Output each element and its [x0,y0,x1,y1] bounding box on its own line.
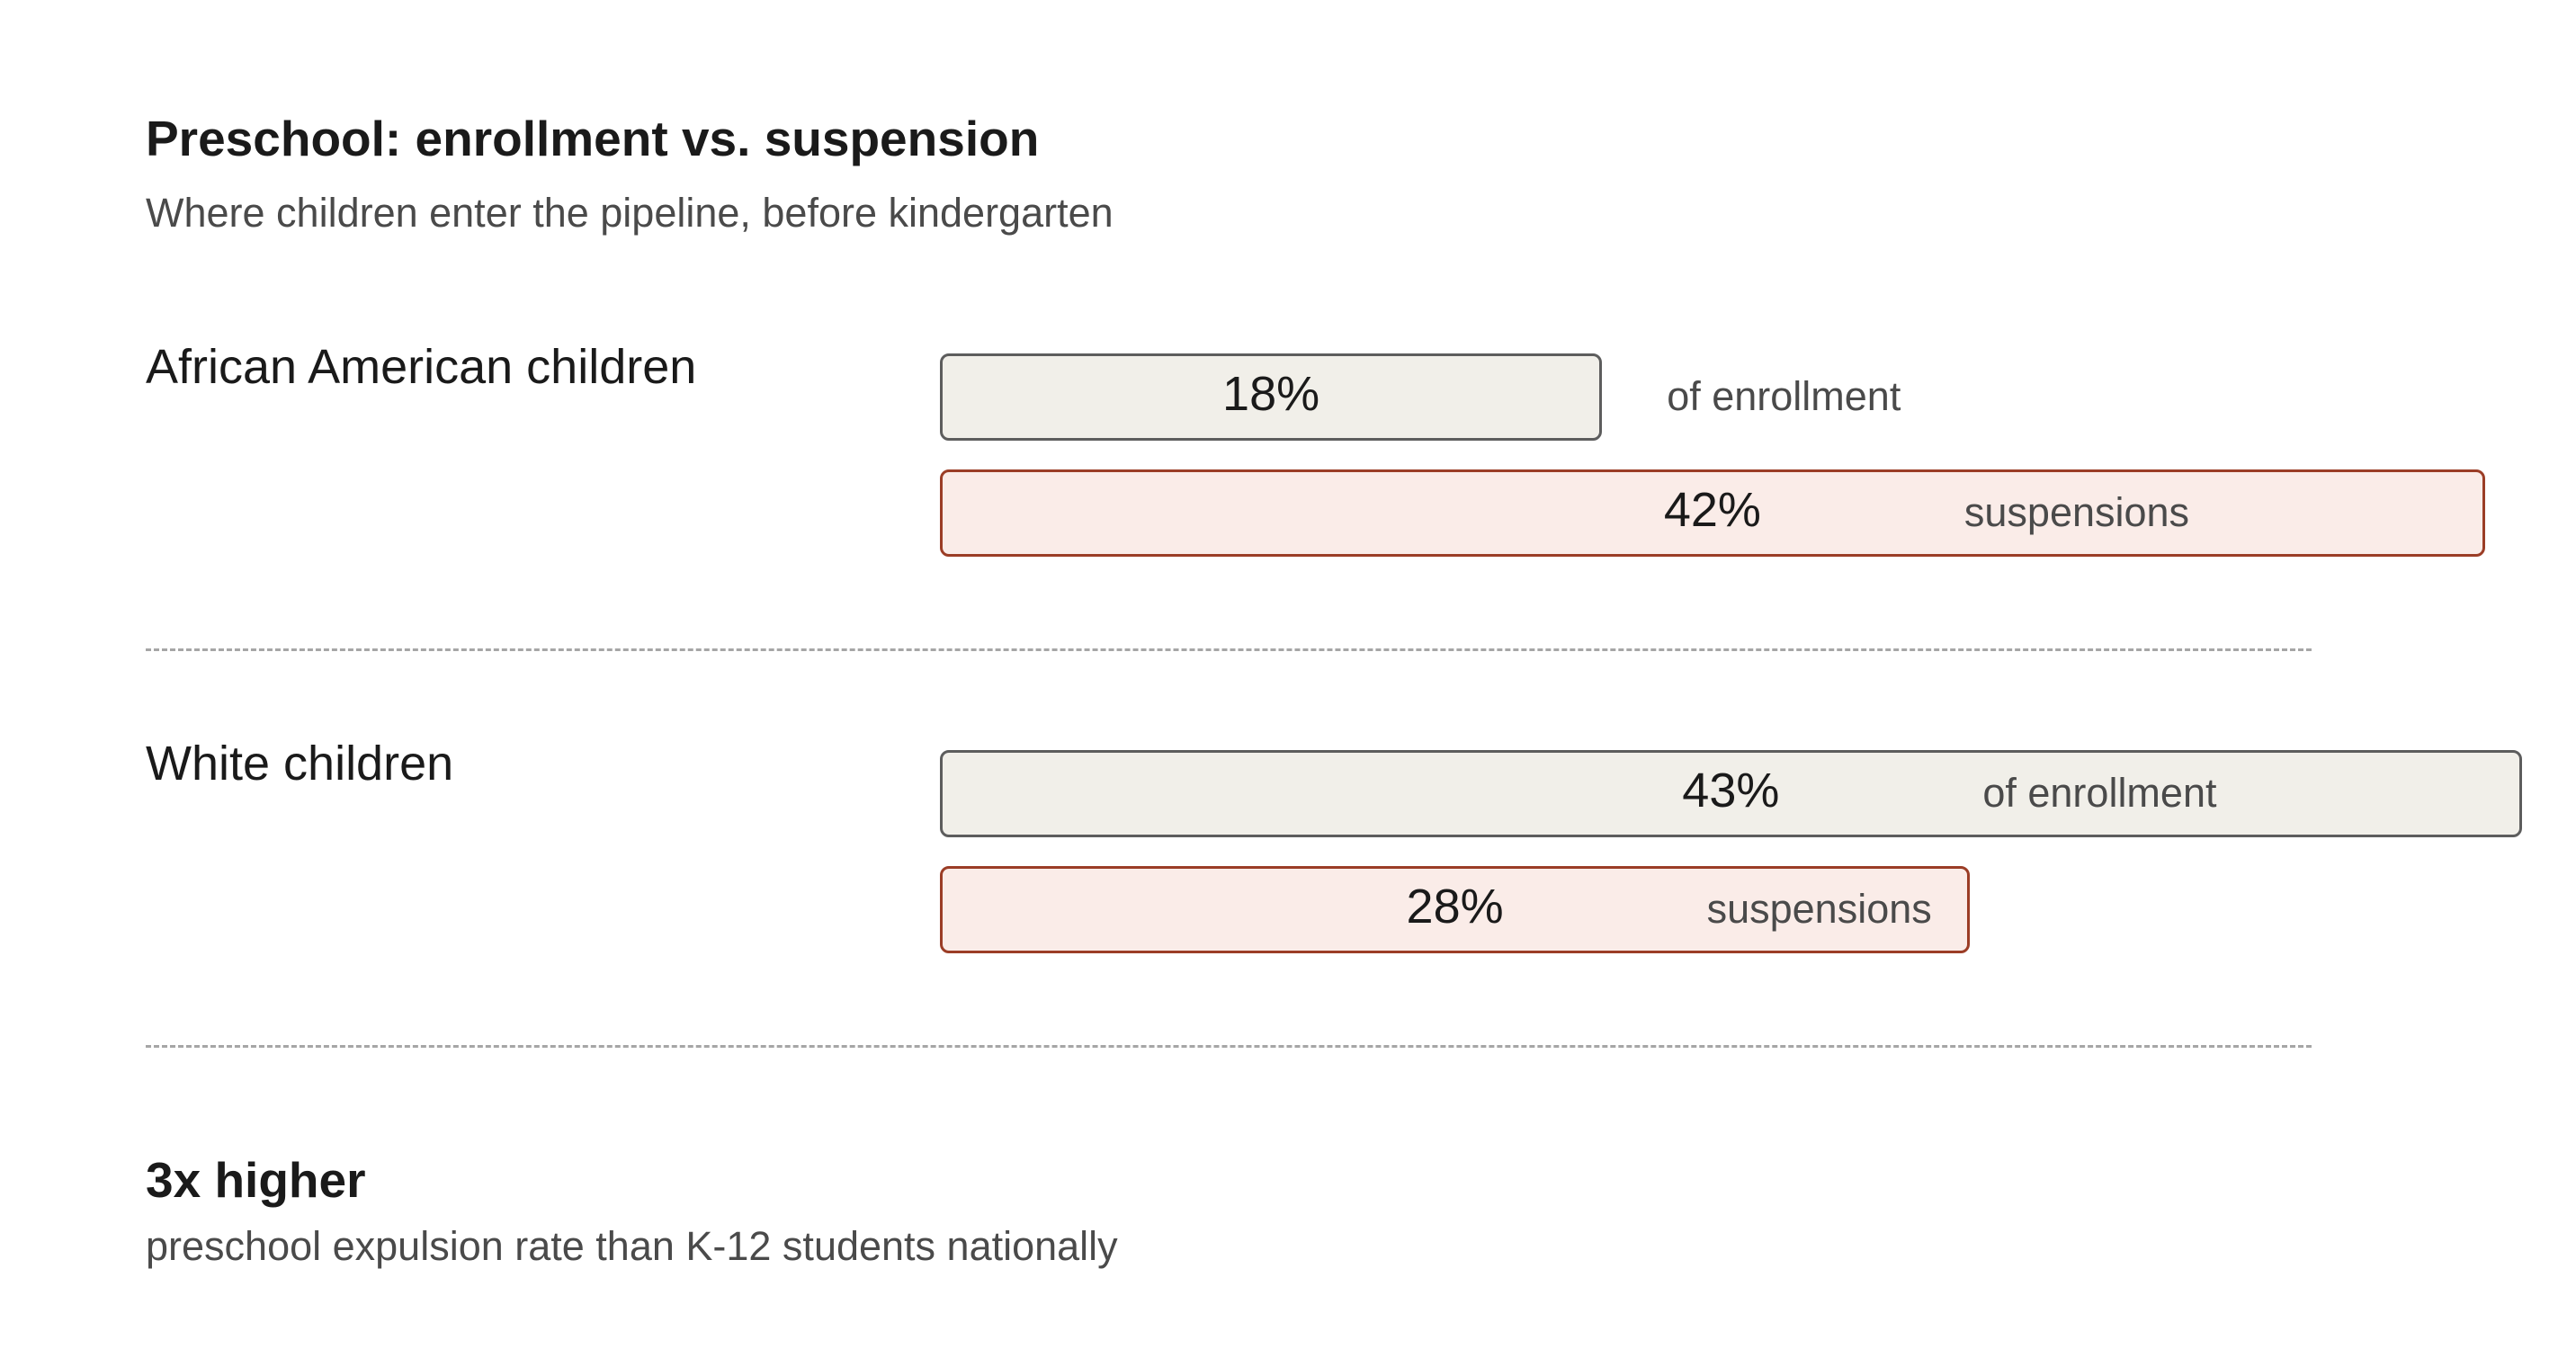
bar-caption: suspensions [1963,489,2190,535]
enrollment-bar [940,353,1603,441]
bar-caption: of enrollment [1667,373,1901,419]
callout-text: preschool expulsion rate than K-12 stude… [146,1223,1118,1269]
group-divider [146,1045,2312,1048]
bar-value-label: 18% [1222,367,1320,421]
bar-value-label: 43% [1682,764,1780,818]
bar-value-label: 28% [1406,880,1504,934]
group-label: White children [146,737,454,791]
group-divider [146,648,2312,651]
suspension-bar [940,866,1971,953]
bar-caption: suspensions [1706,886,1932,932]
enrollment-bar [940,750,2522,837]
callout-headline: 3x higher [146,1152,366,1208]
bar-caption: of enrollment [1982,770,2217,816]
suspension-bar [940,469,2485,557]
chart-title: Preschool: enrollment vs. suspension [146,111,1040,166]
chart-subtitle: Where children enter the pipeline, befor… [146,190,1114,236]
bar-value-label: 42% [1663,483,1761,537]
group-label: African American children [146,340,697,394]
